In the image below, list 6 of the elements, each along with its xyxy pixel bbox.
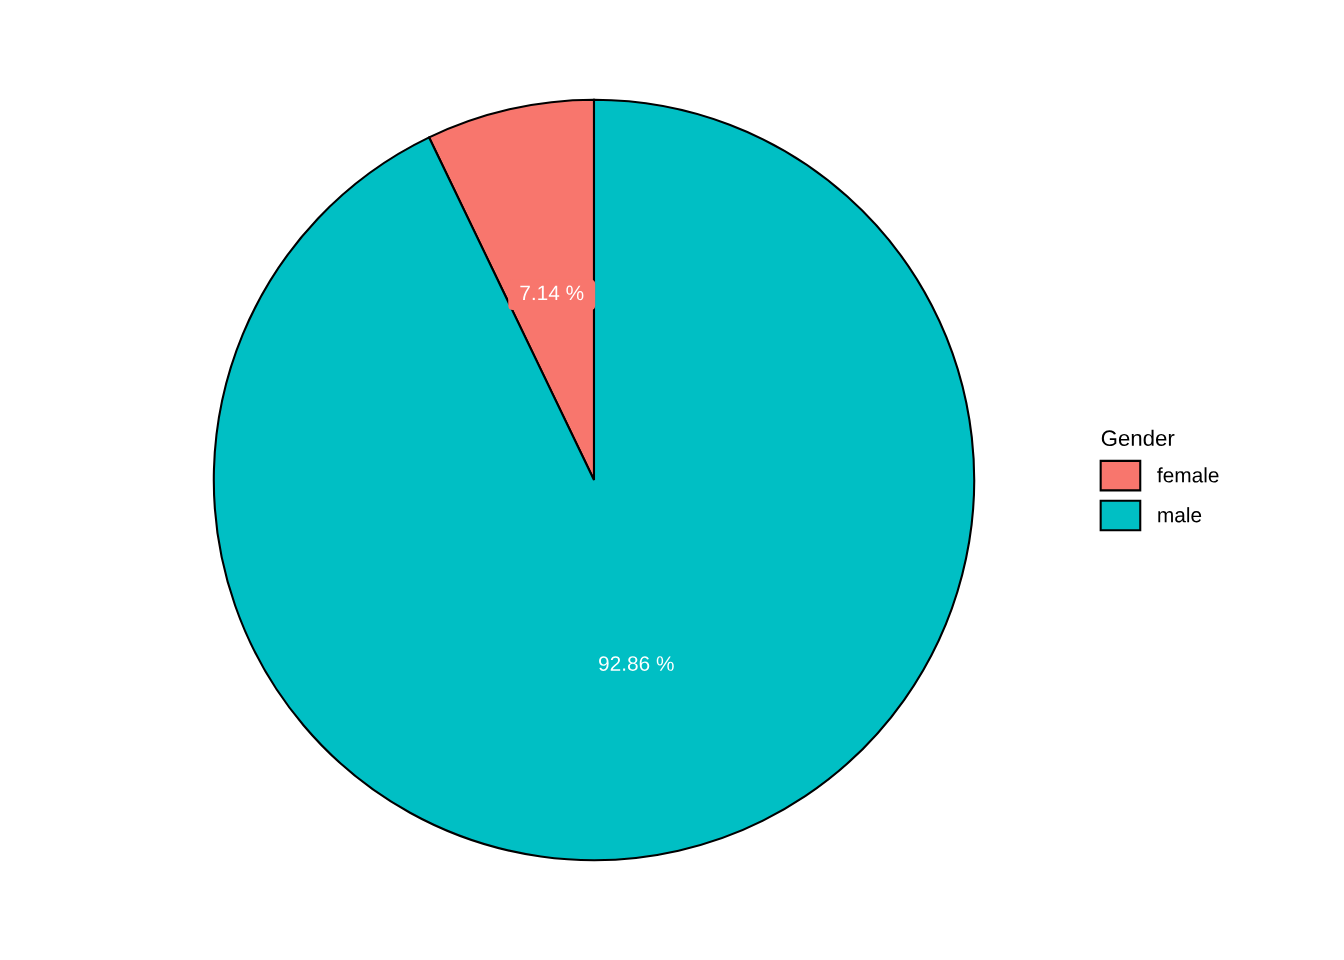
data-label: 92.86 % xyxy=(599,656,674,671)
legend-title: Gender xyxy=(1101,429,1175,447)
data-label: 7.14 % xyxy=(520,285,584,301)
pie-slice xyxy=(212,98,976,862)
legend-label: male xyxy=(1158,507,1202,523)
legend-label: female xyxy=(1157,467,1219,483)
